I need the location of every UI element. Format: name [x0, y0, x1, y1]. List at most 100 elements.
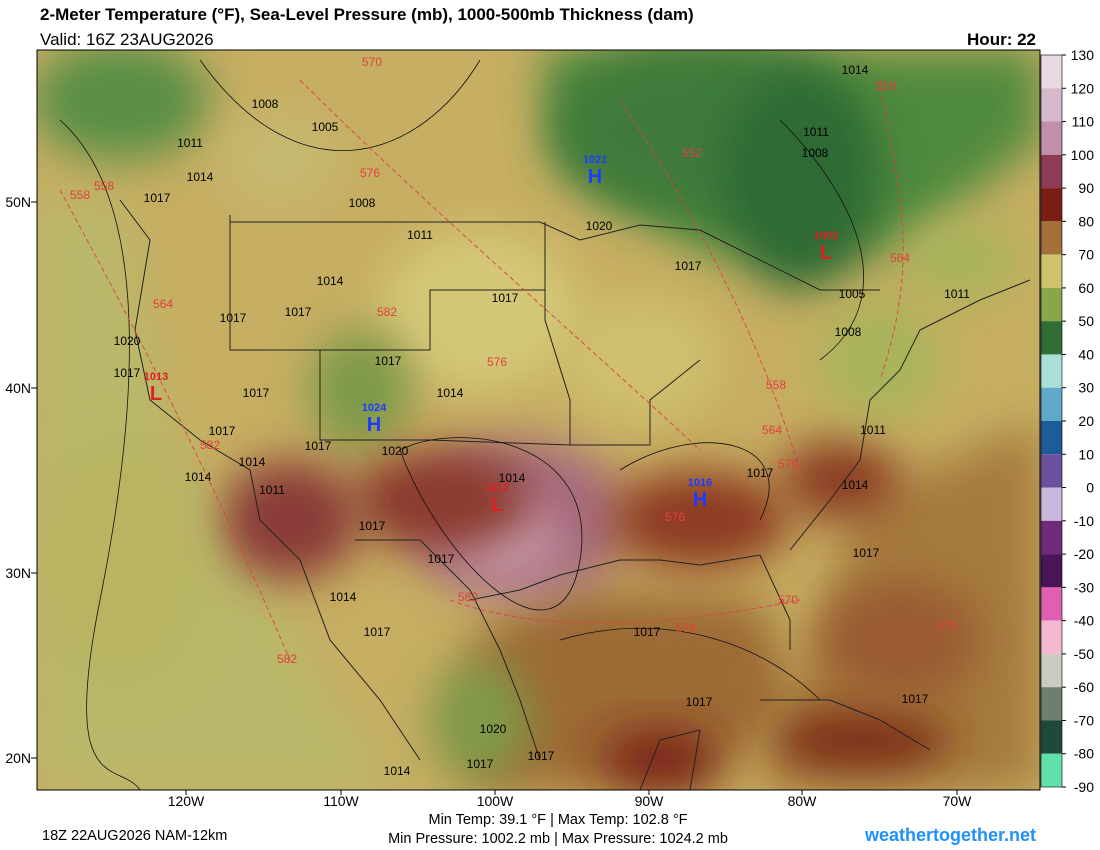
thickness-label: 564 — [762, 423, 782, 437]
colorbar-segment — [1041, 653, 1062, 688]
boundary-line — [789, 279, 1031, 551]
thickness-line — [59, 189, 291, 661]
isobar-label: 1017 — [675, 259, 702, 273]
colorbar-label: 30 — [1078, 380, 1094, 396]
center-symbol: H — [693, 489, 707, 511]
colorbar-label: -40 — [1074, 613, 1094, 629]
thickness-label: 582 — [200, 438, 220, 452]
temperature-blob — [720, 70, 880, 290]
isobar-label: 1017 — [285, 305, 312, 319]
temperature-blob — [770, 710, 950, 770]
isobar-label: 1017 — [305, 439, 332, 453]
colorbar-segment — [1041, 387, 1062, 421]
colorbar-segment — [1041, 188, 1062, 222]
isobar-label: 1008 — [349, 196, 376, 210]
isobar-label: 1014 — [239, 455, 266, 469]
forecast-hour: Hour: 22 — [967, 30, 1036, 49]
thickness-label: 558 — [94, 179, 114, 193]
isobar-label: 1017 — [114, 366, 141, 380]
longitude-label: 100W — [477, 793, 514, 809]
colorbar-label: -20 — [1074, 546, 1094, 562]
isobar-line — [199, 59, 481, 151]
isobar-line — [559, 627, 821, 701]
thickness-label: 582 — [458, 590, 478, 604]
temperature-blob — [780, 440, 900, 520]
isobar-label: 1008 — [252, 97, 279, 111]
center-symbol: H — [367, 414, 381, 436]
center-pressure: 1013 — [144, 371, 168, 383]
latitude-label: 50N — [5, 194, 31, 210]
temperature-blob — [40, 440, 200, 680]
boundary-line — [355, 539, 541, 761]
isobar-label: 1014 — [437, 386, 464, 400]
valid-time: Valid: 16Z 23AUG2026 — [40, 30, 214, 49]
thickness-label: 570 — [937, 619, 957, 633]
isobar-label: 1017 — [364, 625, 391, 639]
isobar-label: 1008 — [835, 325, 862, 339]
colorbar-segment — [1041, 720, 1062, 754]
boundary-line — [469, 554, 791, 650]
pressure-range: Min Pressure: 1002.2 mb | Max Pressure: … — [388, 831, 728, 847]
colorbar-label: 120 — [1071, 80, 1095, 96]
boundary-line — [229, 215, 880, 291]
longitude-label: 90W — [635, 793, 665, 809]
isobar-label: 1014 — [185, 470, 212, 484]
temperature-field: 1008 1005 1011 1014 1017 1008 1011 1014 1017 1017… — [37, 50, 1040, 790]
colorbar-label: -80 — [1074, 746, 1094, 762]
longitude-label: 110W — [323, 793, 359, 809]
isobar-label: 1014 — [842, 478, 869, 492]
temperature-blob — [350, 450, 530, 550]
colorbar-label: 20 — [1078, 413, 1094, 429]
center-symbol: H — [588, 166, 602, 188]
longitude-label: 70W — [943, 793, 973, 809]
colorbar-label: 80 — [1078, 213, 1094, 229]
site-credit: weathertogether.net — [864, 825, 1036, 845]
isobar-label: 1017 — [686, 695, 713, 709]
boundary-line — [760, 699, 931, 751]
isobar-label: 1014 — [330, 590, 357, 604]
colorbar-label: -50 — [1074, 646, 1094, 662]
colorbar-segment — [1041, 287, 1062, 322]
colorbar-segment — [1041, 55, 1062, 89]
isobar-label: 1008 — [802, 146, 829, 160]
map-title: 2-Meter Temperature (°F), Sea-Level Pres… — [40, 5, 694, 24]
colorbar-label: -90 — [1074, 779, 1094, 795]
isobar-label: 1017 — [902, 692, 929, 706]
temperature-blob — [430, 660, 530, 780]
colorbar-label: -30 — [1074, 579, 1094, 595]
temperature-range: Min Temp: 39.1 °F | Max Temp: 102.8 °F — [428, 812, 687, 828]
latitude-label: 20N — [5, 750, 31, 766]
temperature-blob — [37, 50, 210, 160]
colorbar-label: 40 — [1078, 346, 1094, 362]
boundary-line — [320, 289, 545, 351]
colorbar-label: -60 — [1074, 679, 1094, 695]
center-symbol: L — [491, 494, 503, 516]
isobar-label: 1011 — [944, 287, 970, 301]
thickness-label: 558 — [70, 188, 90, 202]
isobar-label: 1020 — [480, 722, 507, 736]
thickness-line — [619, 99, 801, 471]
isobar-label: 1011 — [259, 483, 285, 497]
thickness-label: 552 — [682, 146, 702, 160]
center-symbol: L — [820, 242, 832, 264]
thickness-label: 564 — [890, 251, 910, 265]
center-pressure: 1021 — [583, 154, 607, 166]
isobar-label: 1020 — [114, 334, 141, 348]
model-run: 18Z 22AUG2026 NAM-12km — [42, 828, 227, 844]
colorbar-label: 50 — [1078, 313, 1094, 329]
isobar-line — [619, 442, 770, 521]
thickness-line — [299, 79, 701, 451]
latitude-label: 40N — [5, 380, 31, 396]
latitude-label: 30N — [5, 565, 31, 581]
isobar-line — [399, 437, 583, 611]
colorbar-segment — [1041, 421, 1062, 455]
isobar-line — [59, 119, 141, 790]
isobar-label: 1017 — [243, 386, 270, 400]
thickness-label: 582 — [277, 652, 297, 666]
colorbar-label: 90 — [1078, 180, 1094, 196]
isobar-label: 1017 — [467, 757, 494, 771]
boundary-line — [119, 199, 421, 761]
